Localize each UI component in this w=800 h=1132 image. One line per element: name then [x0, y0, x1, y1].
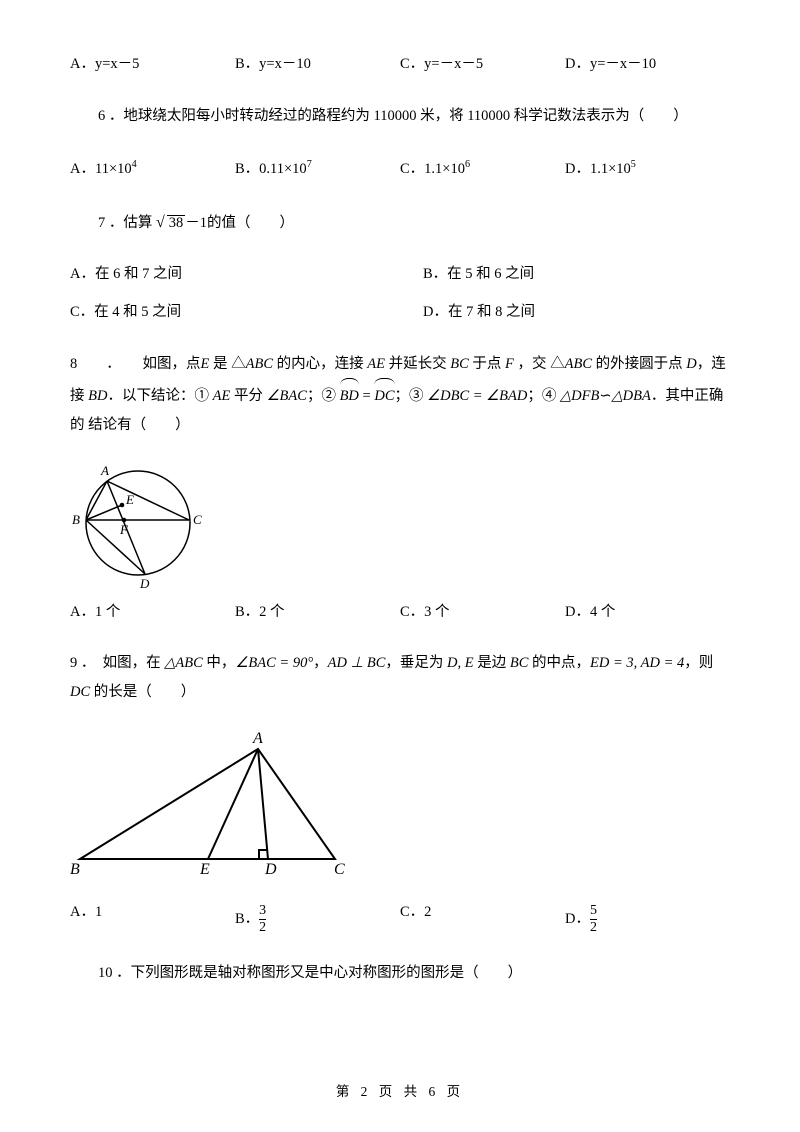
label-B: B: [72, 512, 80, 527]
label-F: F: [119, 522, 129, 537]
label-B: B: [70, 861, 80, 878]
q5-opt-b: B．y=x－10: [235, 55, 400, 75]
q9-opt-a: A．1: [70, 903, 235, 936]
q6-options: A．11×104 B．0.11×107 C．1.1×106 D．1.1×105: [70, 158, 730, 179]
q5-opt-a: A．y=x－5: [70, 55, 235, 75]
page-footer: 第 2 页 共 6 页: [0, 1080, 800, 1100]
label-E: E: [125, 492, 134, 507]
sqrt-icon: √: [156, 214, 165, 231]
q7-opt-a: A．在 6 和 7 之间: [70, 265, 423, 285]
q7-opt-d: D．在 7 和 8 之间: [423, 303, 730, 323]
label-D: D: [139, 576, 150, 591]
q6-opt-d: D．1.1×105: [565, 158, 730, 179]
q9-opt-d: D．52: [565, 903, 730, 936]
q7-options-1: A．在 6 和 7 之间 B．在 5 和 6 之间: [70, 265, 730, 285]
q5-opt-d: D．y=－x－10: [565, 55, 730, 75]
q9-text: 9 ． 如图，在 △ABC 中，∠BAC = 90°，AD ⊥ BC，垂足为 D…: [70, 649, 730, 707]
q9-opt-b: B．32: [235, 903, 400, 936]
q8-options: A．1 个 B．2 个 C．3 个 D．4 个: [70, 603, 730, 623]
q8-text: 8 ． 如图，点E 是 △ABC 的内心，连接 AE 并延长交 BC 于点 F …: [70, 350, 730, 440]
q8-opt-d: D．4 个: [565, 603, 730, 623]
label-D: D: [264, 861, 277, 878]
q6-opt-c: C．1.1×106: [400, 158, 565, 179]
q8-figure: A B C D E F: [70, 458, 730, 593]
q7-opt-b: B．在 5 和 6 之间: [423, 265, 730, 285]
q9-figure: A B C D E: [70, 731, 730, 881]
label-A: A: [100, 463, 109, 478]
label-A: A: [252, 731, 263, 747]
q5-options: A．y=x－5 B．y=x－10 C．y=－x－5 D．y=－x－10: [70, 55, 730, 75]
q8-opt-b: B．2 个: [235, 603, 400, 623]
q8-opt-c: C．3 个: [400, 603, 565, 623]
q9-opt-c: C．2: [400, 903, 565, 936]
label-E: E: [199, 861, 210, 878]
q6-opt-b: B．0.11×107: [235, 158, 400, 179]
q7-text: 7 ．估算 √38－1的值（ ）: [98, 212, 730, 234]
q5-opt-c: C．y=－x－5: [400, 55, 565, 75]
q6-opt-a: A．11×104: [70, 158, 235, 179]
q8-opt-a: A．1 个: [70, 603, 235, 623]
q10-text: 10 ．下列图形既是轴对称图形又是中心对称图形的图形是（ ）: [98, 964, 730, 984]
q6-text: 6 ．地球绕太阳每小时转动经过的路程约为 110000 米，将 110000 科…: [98, 107, 730, 127]
q9-options: A．1 B．32 C．2 D．52: [70, 903, 730, 936]
label-C: C: [334, 861, 345, 878]
q7-opt-c: C．在 4 和 5 之间: [70, 303, 423, 323]
q7-options-2: C．在 4 和 5 之间 D．在 7 和 8 之间: [70, 303, 730, 323]
label-C: C: [193, 512, 202, 527]
